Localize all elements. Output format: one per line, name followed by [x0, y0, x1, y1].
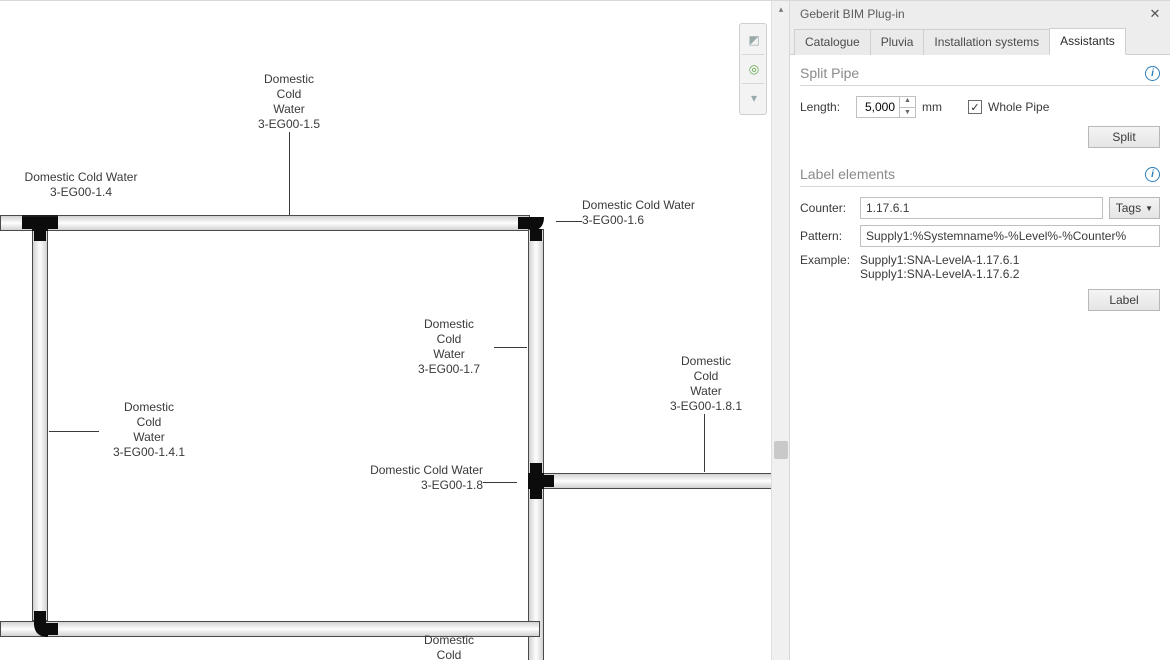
example-row: Example: Supply1:SNA-LevelA-1.17.6.1 Sup…: [800, 253, 1160, 281]
example-label: Example:: [800, 253, 854, 267]
panel-tabs: Catalogue Pluvia Installation systems As…: [790, 27, 1170, 54]
pipe-tag: DomesticColdWater3-EG00-1.4.1: [99, 400, 199, 460]
pipe-tag: DomesticCold: [404, 633, 494, 660]
pipe-tag: DomesticColdWater3-EG00-1.5: [244, 72, 334, 132]
tag-leader: [289, 132, 290, 215]
section-label-elements: Label elements i: [800, 166, 1160, 187]
spin-down-icon[interactable]: ▼: [900, 108, 915, 119]
pipe-tag: DomesticColdWater3-EG00-1.8.1: [656, 354, 756, 414]
pipe-segment[interactable]: [528, 229, 544, 660]
tag-leader: [483, 482, 517, 483]
pipe-segment[interactable]: [0, 621, 540, 637]
pipe-segment[interactable]: [32, 229, 48, 621]
pipe-fitting-elbow[interactable]: [518, 205, 554, 241]
panel-body: Split Pipe i Length: ▲ ▼ mm ✓ Whole Pipe: [790, 54, 1170, 660]
tags-label: Tags: [1116, 201, 1141, 215]
tag-text: DomesticCold: [424, 633, 474, 660]
section-title-text: Split Pipe: [800, 65, 859, 81]
length-input[interactable]: ▲ ▼: [856, 96, 916, 118]
tag-text: DomesticColdWater3-EG00-1.5: [258, 72, 320, 131]
tag-leader: [704, 414, 705, 472]
tab-catalogue[interactable]: Catalogue: [794, 29, 871, 55]
tag-leader: [494, 347, 527, 348]
tag-text: Domestic Cold Water3-EG00-1.4: [25, 170, 138, 199]
tab-assistants[interactable]: Assistants: [1049, 28, 1126, 55]
scroll-up-icon[interactable]: ▴: [772, 1, 790, 17]
tag-leader: [49, 431, 99, 432]
whole-pipe-checkbox[interactable]: ✓: [968, 100, 982, 114]
section-split-pipe: Split Pipe i: [800, 65, 1160, 86]
pattern-label: Pattern:: [800, 229, 854, 243]
split-button[interactable]: Split: [1088, 126, 1160, 148]
panel-titlebar: Geberit BIM Plug-in ✕: [790, 1, 1170, 27]
pattern-row: Pattern:: [800, 225, 1160, 247]
tag-text: DomesticColdWater3-EG00-1.7: [418, 317, 480, 376]
chevron-down-icon: ▼: [1145, 204, 1153, 213]
pipe-segment[interactable]: [540, 473, 772, 489]
info-icon[interactable]: i: [1145, 66, 1160, 81]
pipe-fitting-tee[interactable]: [22, 205, 58, 241]
tab-pluvia[interactable]: Pluvia: [870, 29, 925, 55]
pipe-fitting-elbow[interactable]: [22, 611, 58, 647]
pipe-fitting-tee[interactable]: [518, 463, 554, 499]
counter-label: Counter:: [800, 201, 854, 215]
pipe-tag: Domestic Cold Water3-EG00-1.6: [582, 198, 722, 228]
pipe-tag: Domestic Cold Water3-EG00-1.8: [353, 463, 483, 493]
scroll-thumb[interactable]: [774, 441, 788, 459]
pipe-segment[interactable]: [0, 215, 530, 231]
example-value: Supply1:SNA-LevelA-1.17.6.2: [860, 267, 1019, 281]
tag-text: Domestic Cold Water3-EG00-1.8: [370, 463, 483, 492]
tag-text: Domestic Cold Water3-EG00-1.6: [582, 198, 695, 227]
pipe-tag: Domestic Cold Water3-EG00-1.4: [6, 170, 156, 200]
pattern-input[interactable]: [860, 225, 1160, 247]
counter-input[interactable]: [860, 197, 1103, 219]
tag-text: DomesticColdWater3-EG00-1.8.1: [670, 354, 742, 413]
tab-installation-systems[interactable]: Installation systems: [923, 29, 1050, 55]
section-title-text: Label elements: [800, 166, 895, 182]
canvas-scrollbar[interactable]: ▴: [771, 1, 789, 660]
length-unit: mm: [922, 100, 942, 114]
pipe-drawing: Domestic Cold Water3-EG00-1.4 DomesticCo…: [0, 1, 789, 660]
label-button[interactable]: Label: [1088, 289, 1160, 311]
info-icon[interactable]: i: [1145, 167, 1160, 182]
spin-up-icon[interactable]: ▲: [900, 96, 915, 108]
close-icon[interactable]: ✕: [1146, 5, 1164, 23]
panel-title-text: Geberit BIM Plug-in: [800, 7, 905, 21]
tag-text: DomesticColdWater3-EG00-1.4.1: [113, 400, 185, 459]
tags-dropdown[interactable]: Tags ▼: [1109, 197, 1160, 219]
pipe-tag: DomesticColdWater3-EG00-1.7: [404, 317, 494, 377]
tag-leader: [556, 221, 582, 222]
length-value[interactable]: [857, 97, 899, 117]
counter-row: Counter: Tags ▼: [800, 197, 1160, 219]
whole-pipe-label: Whole Pipe: [988, 100, 1049, 114]
example-value: Supply1:SNA-LevelA-1.17.6.1: [860, 253, 1019, 267]
length-label: Length:: [800, 100, 850, 114]
model-canvas[interactable]: ▾ ◩ ◎ ▾: [0, 0, 790, 660]
split-length-row: Length: ▲ ▼ mm ✓ Whole Pipe: [800, 96, 1160, 118]
plugin-panel: Geberit BIM Plug-in ✕ Catalogue Pluvia I…: [790, 0, 1170, 660]
